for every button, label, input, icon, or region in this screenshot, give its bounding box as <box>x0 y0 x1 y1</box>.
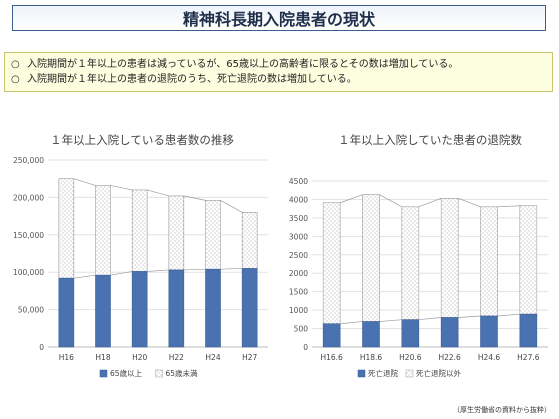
series-connector-line <box>220 268 243 270</box>
legend-swatch <box>99 369 108 378</box>
y-tick-label: 50,000 <box>18 306 44 315</box>
series-connector-line <box>183 195 206 201</box>
series-connector-line <box>418 198 442 208</box>
y-tick-label: 200,000 <box>13 193 44 202</box>
bar-lower-segment <box>480 315 498 348</box>
series-connector-line <box>497 313 520 317</box>
chart-title: １年以上入院している患者数の推移 <box>50 133 234 147</box>
x-tick-label: H18 <box>95 353 110 362</box>
bar-lower-segment <box>401 319 420 348</box>
x-tick-label: H16 <box>59 353 74 362</box>
bar-upper-segment <box>241 212 258 269</box>
series-connector-line <box>147 269 169 272</box>
summary-text: 入院期間が１年以上の患者は減っているが、65歳以上の高齢者に限るとその数は増加し… <box>27 59 459 70</box>
summary-box: ○ 入院期間が１年以上の患者は減っているが、65歳以上の高齢者に限るとその数は増… <box>4 52 553 92</box>
bar-upper-segment <box>322 202 341 325</box>
bar-lower-segment <box>519 313 538 348</box>
y-tick-label: 3500 <box>289 214 308 223</box>
legend-label: 65歳未満 <box>166 368 199 378</box>
y-tick-label: 4500 <box>289 177 308 186</box>
summary-text: 入院期間が１年以上の患者の退院のうち、死亡退院の数は増加している。 <box>27 74 357 85</box>
series-connector-line <box>340 194 363 204</box>
y-tick-label: 3000 <box>289 232 308 241</box>
series-connector-line <box>220 200 243 213</box>
legend-swatch <box>405 369 414 378</box>
y-tick-label: 1500 <box>289 288 308 297</box>
series-connector-line <box>379 319 402 322</box>
bar-upper-segment <box>58 178 75 279</box>
y-tick-label: 0 <box>39 343 44 352</box>
bar-upper-segment <box>440 198 459 318</box>
y-tick-label: 500 <box>294 325 309 334</box>
summary-item: ○ 入院期間が１年以上の患者の退院のうち、死亡退院の数は増加している。 <box>11 72 546 87</box>
legend-label: 死亡退院 <box>368 368 398 378</box>
discharge-count-chart: １年以上入院していた患者の退院数 0 500 1000 1500 2000 2500 3000… <box>289 133 548 378</box>
bar-lower-segment <box>95 274 111 348</box>
x-tick-label: H24.6 <box>478 353 501 362</box>
circle-bullet-icon: ○ <box>11 74 20 85</box>
legend-label: 死亡退院以外 <box>416 368 461 378</box>
bar-upper-segment <box>95 185 111 276</box>
bar-lower-segment <box>131 271 148 348</box>
bar-lower-segment <box>241 268 258 348</box>
bar-upper-segment <box>480 206 498 317</box>
x-tick-label: H20 <box>132 353 147 362</box>
legend-swatch <box>155 369 163 378</box>
y-tick-label: 4000 <box>289 195 308 204</box>
y-tick-label: 100,000 <box>13 268 44 277</box>
bar-lower-segment <box>440 317 459 348</box>
bar-upper-segment <box>205 200 221 270</box>
bar-upper-segment <box>168 195 185 271</box>
y-tick-label: 250,000 <box>13 156 44 165</box>
bar-upper-segment <box>401 206 420 321</box>
bar-lower-segment <box>205 268 221 348</box>
summary-item: ○ 入院期間が１年以上の患者は減っているが、65歳以上の高齢者に限るとその数は増… <box>11 57 546 72</box>
source-note: （厚生労働省の資料から抜粋） <box>453 406 551 414</box>
series-connector-line <box>110 271 133 276</box>
legend-swatch <box>357 369 366 378</box>
circle-bullet-icon: ○ <box>11 59 20 70</box>
page-title: 精神科長期入院患者の現状 <box>12 5 546 31</box>
y-tick-label: 2000 <box>289 269 308 278</box>
series-connector-line <box>379 194 403 208</box>
x-tick-label: H27 <box>242 353 257 362</box>
series-connector-line <box>110 185 133 191</box>
bar-upper-segment <box>362 194 380 322</box>
x-tick-label: H22 <box>169 353 184 362</box>
y-tick-label: 150,000 <box>13 231 44 240</box>
y-tick-label: 0 <box>303 343 308 352</box>
x-tick-label: H22.6 <box>438 353 461 362</box>
series-connector-line <box>183 268 206 271</box>
chart-title: １年以上入院していた患者の退院数 <box>338 133 522 147</box>
y-tick-label: 1000 <box>289 306 308 315</box>
series-connector-line <box>458 315 481 318</box>
series-connector-line <box>147 189 169 197</box>
inpatient-count-chart: １年以上入院している患者数の推移 0 50,000 100,000 150,000 200… <box>13 133 268 378</box>
x-tick-label: H27.6 <box>517 353 540 362</box>
bar-lower-segment <box>322 323 341 348</box>
series-connector-line <box>73 274 96 279</box>
bar-lower-segment <box>362 321 380 348</box>
x-tick-label: H20.6 <box>399 353 422 362</box>
legend-label: 65歳以上 <box>110 368 143 378</box>
bar-lower-segment <box>168 269 185 348</box>
series-connector-line <box>418 317 442 321</box>
x-tick-label: H18.6 <box>360 353 383 362</box>
bar-lower-segment <box>58 277 75 348</box>
x-tick-label: H16.6 <box>320 353 343 362</box>
y-tick-label: 2500 <box>289 251 308 260</box>
series-connector-line <box>497 205 520 208</box>
bar-upper-segment <box>131 189 148 272</box>
series-connector-line <box>73 178 96 186</box>
x-tick-label: H24 <box>205 353 220 362</box>
series-connector-line <box>458 198 481 208</box>
series-connector-line <box>340 321 363 325</box>
bar-upper-segment <box>519 205 538 315</box>
